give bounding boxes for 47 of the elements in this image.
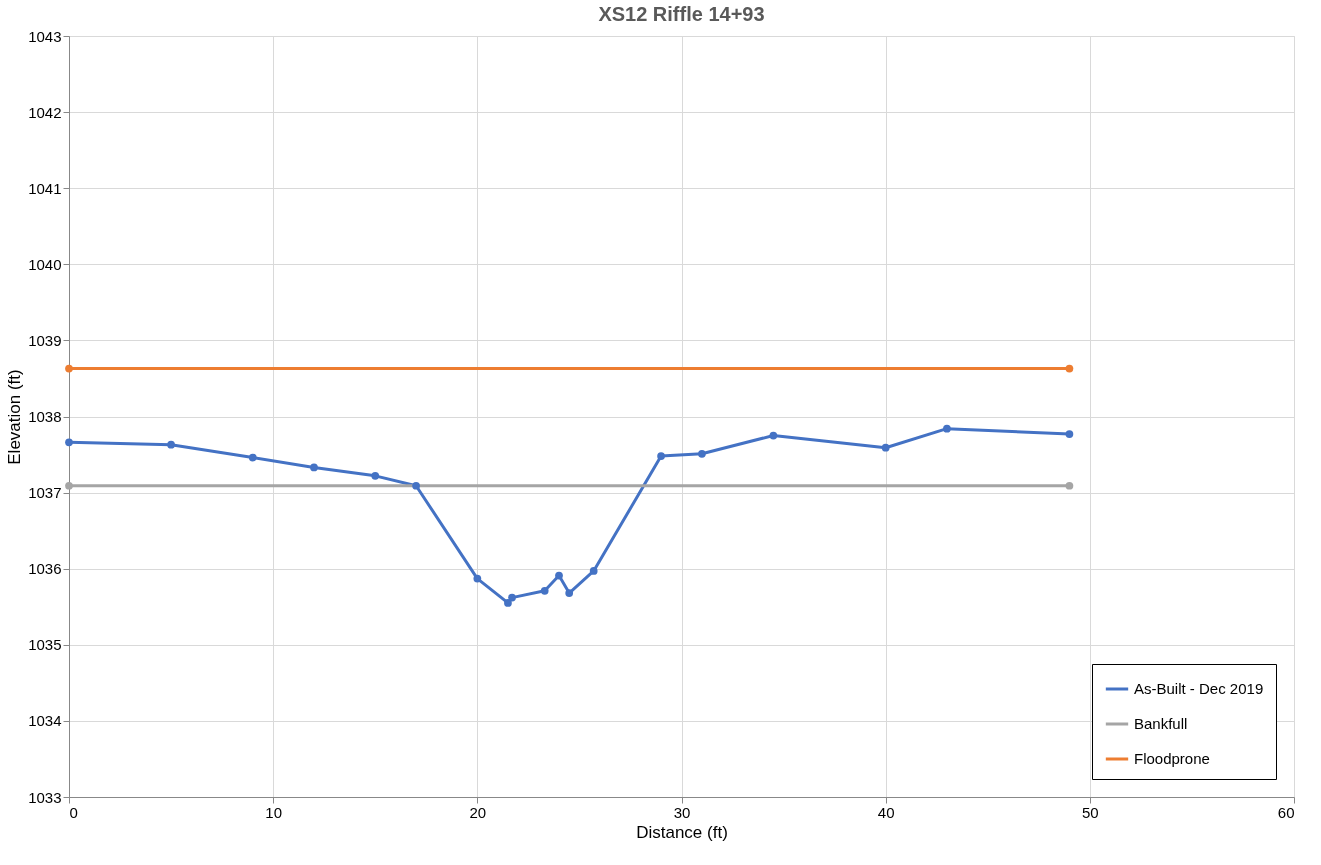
y-tick-label: 1036 [28,560,62,578]
point [1065,364,1074,373]
point [769,431,778,440]
point [943,424,951,433]
point [555,571,563,580]
x-tick-label: 0 [69,803,78,821]
y-tick-label: 1037 [28,484,62,502]
point [504,599,512,607]
y-tick-label: 1033 [28,788,62,806]
point [565,589,574,597]
y-tick-label: 1034 [28,712,62,730]
point [473,574,482,583]
point [657,452,665,460]
point [508,593,516,602]
y-tick-label: 1040 [28,255,62,273]
point [1065,481,1074,490]
y-tick-label: 1043 [28,27,62,45]
point [412,481,420,490]
x-tick-label: 30 [673,803,691,821]
x-tick-label: 10 [265,803,283,821]
y-tick-label: 1041 [28,179,62,197]
y-axis-title: Elevation (ft) [5,369,25,465]
x-tick-label: 60 [1277,803,1295,821]
x-axis-title: Distance (ft) [636,822,728,842]
point [589,567,598,575]
point [65,438,73,447]
point [310,463,318,472]
legend-label: As-Built - Dec 2019 [1134,680,1264,697]
point [167,440,175,449]
point [65,364,73,373]
y-tick-label: 1038 [28,408,62,425]
point [540,586,549,595]
y-tick-label: 1035 [28,636,62,654]
point [881,443,890,452]
legend-label: Floodprone [1134,750,1210,767]
x-tick-label: 20 [469,803,487,821]
y-tick-label: 1039 [28,331,62,349]
point [1065,430,1074,438]
chart-title: XS12 Riffle 14+93 [598,3,765,25]
point [65,481,73,490]
y-tick-label: 1042 [28,103,62,121]
legend-label: Bankfull [1134,715,1188,732]
point [698,449,706,458]
point [248,453,257,462]
point [371,471,380,480]
x-tick-label: 50 [1081,803,1099,821]
x-tick-label: 40 [877,803,895,821]
